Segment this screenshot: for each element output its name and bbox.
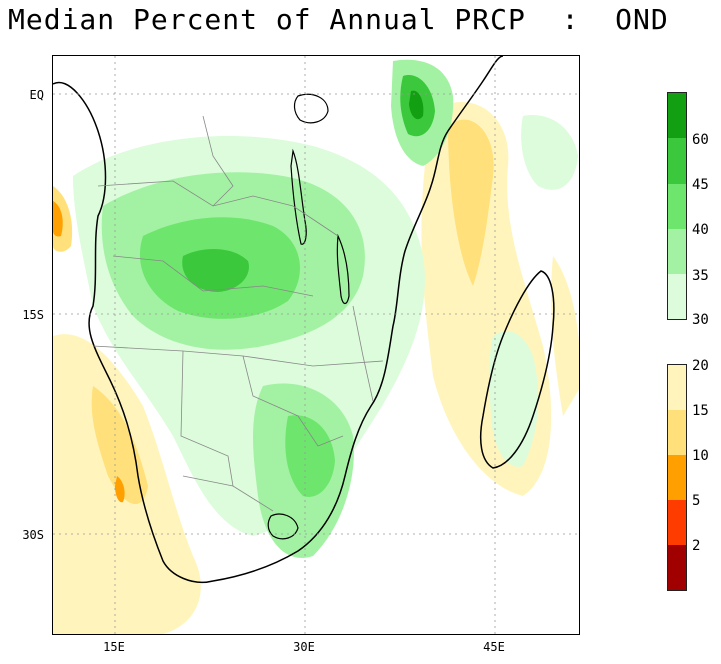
- legend-label-60: 60: [692, 132, 709, 148]
- namibia-coast-dry-core: [115, 476, 125, 503]
- legend-swatch-warm-3: [668, 455, 686, 500]
- africa-coastline: [53, 56, 504, 583]
- legend-label-15: 15: [692, 403, 709, 419]
- lake-victoria: [293, 93, 329, 124]
- lake-malawi: [336, 233, 350, 305]
- legend-label-10: 10: [692, 448, 709, 464]
- legend-label-5: 5: [692, 493, 701, 509]
- lon-label-15e: 15E: [103, 640, 125, 654]
- lon-label-45e: 45E: [483, 640, 505, 654]
- legend-swatch-green-5: [668, 274, 686, 319]
- lesotho-border: [267, 513, 299, 540]
- madagascar-coastline: [480, 270, 555, 469]
- west-coast-dry-core: [91, 386, 148, 505]
- legend-label-20: 20: [692, 358, 709, 374]
- lat-label-15s: 15S: [22, 308, 44, 322]
- lake-tanganyika: [290, 148, 307, 245]
- country-borders: [92, 115, 384, 512]
- east-ocean-green: [521, 115, 578, 190]
- legend-swatch-warm-1: [668, 365, 686, 410]
- legend-swatch-green-1: [668, 93, 686, 138]
- legend-warm-bar: [667, 364, 687, 591]
- legend-label-2: 2: [692, 538, 701, 554]
- kenya-max-green: [409, 90, 424, 120]
- legend-swatch-green-3: [668, 184, 686, 229]
- map-title: Median Percent of Annual PRCP : OND: [8, 3, 669, 36]
- legend-swatch-warm-5: [668, 545, 686, 590]
- east-ocean-dry-core: [448, 119, 494, 286]
- legend-label-30: 30: [692, 312, 709, 328]
- legend-swatch-green-2: [668, 138, 686, 184]
- map-panel: [52, 55, 580, 635]
- angola-coast-dry-core: [53, 201, 63, 237]
- madagascar-east-dry: [551, 256, 579, 416]
- legend-green-bar: [667, 92, 687, 320]
- legend-label-45: 45: [692, 177, 709, 193]
- legend-swatch-warm-4: [668, 500, 686, 545]
- lon-label-30e: 30E: [293, 640, 315, 654]
- legend-label-35: 35: [692, 268, 709, 284]
- lat-label-eq: EQ: [29, 88, 44, 102]
- congo-max-green: [182, 249, 249, 292]
- legend-label-40: 40: [692, 222, 709, 238]
- map-graticule: [53, 56, 579, 634]
- legend-swatch-green-4: [668, 229, 686, 274]
- precipitation-map: [53, 56, 579, 634]
- legend-swatch-warm-2: [668, 410, 686, 455]
- southeast-core-green: [285, 415, 335, 497]
- lat-label-30s: 30S: [22, 528, 44, 542]
